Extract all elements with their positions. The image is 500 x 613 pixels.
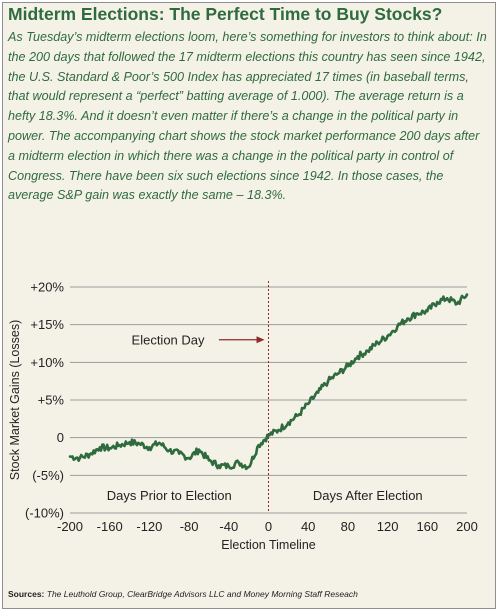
- days-after-label: Days After Election: [313, 488, 423, 503]
- data-point: [435, 300, 439, 304]
- x-tick-label: 200: [456, 519, 478, 534]
- infographic-panel: [2, 2, 496, 609]
- data-point: [406, 317, 409, 320]
- data-point: [98, 446, 102, 449]
- x-tick-label: -80: [180, 519, 199, 534]
- data-point: [267, 434, 270, 437]
- data-point: [366, 349, 370, 353]
- y-tick-labels: +20% +15% +10% +5% 0 (-5%) (-10%): [25, 280, 64, 521]
- data-point: [445, 297, 449, 300]
- data-point: [118, 443, 121, 447]
- intro-paragraph: As Tuesday’s midterm elections loom, her…: [8, 30, 487, 203]
- data-point: [465, 293, 469, 296]
- election-day-arrow: [218, 336, 265, 344]
- data-point: [167, 449, 171, 452]
- data-point: [217, 464, 221, 467]
- data-point: [346, 364, 350, 368]
- y-tick-label: +15%: [30, 317, 64, 332]
- data-point: [306, 402, 310, 406]
- y-tick-label: (-5%): [32, 468, 64, 483]
- data-point: [197, 448, 201, 452]
- x-axis-title: Election Timeline: [221, 538, 316, 552]
- y-tick-label: +10%: [30, 355, 64, 370]
- data-point: [177, 452, 181, 455]
- sources-note: Sources: The Leuthold Group, ClearBridge…: [8, 589, 358, 599]
- data-point: [296, 413, 300, 417]
- data-point: [426, 309, 429, 313]
- x-tick-label: -160: [97, 519, 123, 534]
- data-point: [108, 446, 111, 450]
- x-tick-label: 40: [301, 519, 315, 534]
- data-point: [148, 446, 151, 449]
- arrow-head: [256, 336, 265, 344]
- data-point: [416, 312, 419, 315]
- data-point: [138, 442, 141, 445]
- data-points: [68, 293, 469, 469]
- election-day-label: Election Day: [132, 333, 205, 348]
- data-point: [376, 341, 379, 345]
- x-tick-label: -120: [136, 519, 162, 534]
- data-point: [386, 334, 389, 338]
- data-point: [326, 379, 330, 383]
- days-prior-label: Days Prior to Election: [107, 488, 232, 503]
- data-point: [207, 458, 211, 462]
- x-tick-labels: -200 -160 -120 -80 -40 0 40 80 120 160 200: [57, 519, 478, 534]
- data-point: [227, 464, 231, 468]
- y-tick-label: +5%: [38, 393, 65, 408]
- y-tick-label: 0: [57, 430, 64, 445]
- x-tick-label: 160: [416, 519, 438, 534]
- data-point: [277, 428, 280, 432]
- x-tick-label: 120: [377, 519, 399, 534]
- data-point: [237, 461, 241, 464]
- y-tick-label: +20%: [30, 280, 64, 295]
- data-point: [247, 465, 250, 469]
- data-point: [78, 456, 82, 460]
- data-point: [257, 443, 260, 447]
- y-tick-label: (-10%): [25, 506, 64, 521]
- data-point: [187, 456, 191, 460]
- data-point: [316, 391, 320, 394]
- page-title: Midterm Elections: The Perfect Time to B…: [8, 4, 443, 24]
- x-tick-label: -200: [57, 519, 83, 534]
- x-tick-label: 0: [265, 519, 272, 534]
- data-point: [356, 355, 360, 358]
- data-point: [88, 452, 92, 456]
- sources-text: The Leuthold Group, ClearBridge Advisors…: [46, 589, 358, 599]
- data-point: [158, 441, 161, 445]
- data-point: [396, 324, 399, 328]
- sources-label: Sources:: [8, 589, 45, 599]
- data-point: [287, 421, 290, 424]
- x-tick-label: 80: [341, 519, 355, 534]
- y-axis-title: Stock Market Gains (Losses): [8, 320, 22, 480]
- data-point: [455, 302, 459, 305]
- x-tick-label: -40: [219, 519, 238, 534]
- data-point: [128, 440, 131, 444]
- data-point: [68, 455, 72, 458]
- data-point: [336, 372, 340, 375]
